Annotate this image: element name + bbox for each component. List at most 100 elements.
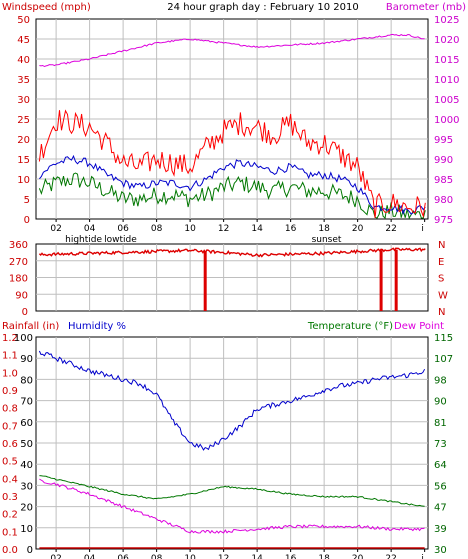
wind-panel-xtick-label: 16 bbox=[285, 224, 297, 234]
humidity-ytick-label: 30 bbox=[20, 481, 33, 492]
wind-ytick-label: 40 bbox=[17, 55, 30, 66]
temperature-ytick-label: 39 bbox=[434, 524, 447, 535]
wind-panel-xtick-label: 12 bbox=[218, 224, 229, 234]
chart-title: 24 hour graph day : February 10 2010 bbox=[167, 2, 358, 13]
humidity-panel-xtick-label: 14 bbox=[251, 554, 263, 559]
humidity-ytick-label: 40 bbox=[20, 460, 33, 471]
humidity-panel-xtick-label: 12 bbox=[218, 554, 229, 559]
temperature-ytick-label: 56 bbox=[434, 481, 447, 492]
wind-axis-label: Windspeed (mph) bbox=[2, 2, 91, 13]
direction-ytick-label: 360 bbox=[9, 240, 28, 251]
wind-ytick-label: 25 bbox=[17, 115, 30, 126]
temperature-ytick-label: 73 bbox=[434, 439, 447, 450]
humidity-panel-xtick-label: 04 bbox=[84, 554, 96, 559]
rainfall-ytick-label: 0.0 bbox=[2, 545, 18, 556]
temperature-ytick-label: 98 bbox=[434, 375, 447, 386]
rainfall-ytick-label: 0.4 bbox=[2, 474, 18, 485]
temperature-ytick-label: 64 bbox=[434, 460, 447, 471]
wind-panel-xtick-label: 20 bbox=[352, 224, 364, 234]
wind-panel-x-annotation: hightide bbox=[65, 235, 102, 245]
wind-panel-xtick-label: 10 bbox=[184, 224, 196, 234]
dewpoint-axis-label: Dew Point bbox=[394, 321, 444, 332]
barometer-ytick-label: 990 bbox=[434, 155, 453, 166]
wind-panel-xtick-label: 02 bbox=[50, 224, 61, 234]
humidity-panel-xtick-label: 20 bbox=[352, 554, 364, 559]
barometer-ytick-label: 1000 bbox=[434, 115, 459, 126]
humidity-panel-xtick-label: 22 bbox=[385, 554, 396, 559]
barometer-ytick-label: 975 bbox=[434, 215, 453, 226]
humidity-axis-label: Humidity % bbox=[68, 321, 126, 332]
humidity-ytick-label: 10 bbox=[20, 524, 33, 535]
wind-ytick-label: 0 bbox=[24, 215, 30, 226]
humidity-panel-xtick-label: 16 bbox=[285, 554, 297, 559]
direction-compass-label: W bbox=[438, 290, 448, 301]
direction-ytick-label: 180 bbox=[9, 274, 28, 285]
wind-panel-x-annotation: sunset bbox=[312, 235, 342, 245]
humidity-panel-xtick-label: 08 bbox=[151, 554, 163, 559]
wind-ytick-label: 45 bbox=[17, 35, 30, 46]
direction-compass-label: N bbox=[438, 240, 445, 251]
dewpoint-line bbox=[39, 478, 425, 534]
wind-panel-xtick-label: 22 bbox=[385, 224, 396, 234]
humidity-panel-xtick-label: 06 bbox=[117, 554, 129, 559]
rainfall-ytick-label: 0.1 bbox=[2, 527, 18, 538]
humidity-panel-xtick-label: 18 bbox=[318, 554, 330, 559]
temperature-ytick-label: 47 bbox=[434, 503, 447, 514]
direction-ytick-label: 0 bbox=[22, 307, 28, 318]
wind-ytick-label: 35 bbox=[17, 75, 30, 86]
wind-ytick-label: 5 bbox=[24, 195, 30, 206]
rainfall-ytick-label: 0.8 bbox=[2, 404, 18, 415]
rainfall-ytick-label: 0.9 bbox=[2, 386, 18, 397]
wind-panel-x-annotation: lowtide bbox=[104, 235, 137, 245]
humidity-panel-xtick-label: 02 bbox=[50, 554, 61, 559]
barometer-ytick-label: 980 bbox=[434, 195, 453, 206]
wind-panel-xtick-label: i bbox=[421, 224, 424, 234]
rainfall-ytick-label: 1.2 bbox=[2, 333, 18, 344]
avg-wind-line bbox=[39, 154, 426, 216]
temperature-ytick-label: 90 bbox=[434, 397, 447, 408]
rainfall-ytick-label: 0.2 bbox=[2, 510, 18, 521]
barometer-ytick-label: 985 bbox=[434, 175, 453, 186]
humidity-ytick-label: 0 bbox=[27, 545, 33, 556]
humidity-ytick-label: 20 bbox=[20, 503, 33, 514]
direction-ytick-label: 270 bbox=[9, 257, 28, 268]
temperature-ytick-label: 115 bbox=[434, 333, 453, 344]
windspeed-line bbox=[38, 109, 426, 219]
rainfall-ytick-label: 1.1 bbox=[2, 351, 18, 362]
direction-compass-label: N bbox=[438, 307, 445, 318]
wind-panel-xtick-label: 08 bbox=[151, 224, 163, 234]
barometer-axis-label: Barometer (mb) bbox=[386, 2, 466, 13]
wind-direction-line bbox=[38, 247, 426, 258]
barometer-line bbox=[39, 33, 425, 68]
wind-ytick-label: 20 bbox=[17, 135, 30, 146]
direction-compass-label: E bbox=[438, 257, 444, 268]
direction-compass-label: S bbox=[438, 274, 444, 285]
temperature-ytick-label: 107 bbox=[434, 354, 453, 365]
humidity-ytick-label: 100 bbox=[14, 333, 33, 344]
humidity-line bbox=[38, 350, 426, 451]
rainfall-axis-label: Rainfall (in) bbox=[2, 321, 59, 332]
barometer-ytick-label: 1025 bbox=[434, 15, 459, 26]
barometer-ytick-label: 995 bbox=[434, 135, 453, 146]
wind-ytick-label: 10 bbox=[17, 175, 30, 186]
rainfall-ytick-label: 0.3 bbox=[2, 492, 18, 503]
wind-ytick-label: 50 bbox=[17, 15, 30, 26]
humidity-ytick-label: 70 bbox=[20, 397, 33, 408]
temperature-axis-label: Temperature (°F) bbox=[307, 321, 393, 332]
humidity-ytick-label: 60 bbox=[20, 418, 33, 429]
wind-ytick-label: 15 bbox=[17, 155, 30, 166]
wind-panel-xtick-label: 14 bbox=[251, 224, 263, 234]
rainfall-ytick-label: 0.6 bbox=[2, 439, 18, 450]
humidity-ytick-label: 80 bbox=[20, 375, 33, 386]
direction-ytick-label: 90 bbox=[15, 290, 28, 301]
barometer-ytick-label: 1010 bbox=[434, 75, 459, 86]
humidity-ytick-label: 50 bbox=[20, 439, 33, 450]
rainfall-ytick-label: 0.5 bbox=[2, 457, 18, 468]
rainfall-ytick-label: 0.7 bbox=[2, 421, 18, 432]
temperature-ytick-label: 81 bbox=[434, 418, 447, 429]
rainfall-ytick-label: 1.0 bbox=[2, 368, 18, 379]
wind-panel-xtick-label: 04 bbox=[84, 224, 96, 234]
wind-ytick-label: 30 bbox=[17, 95, 30, 106]
